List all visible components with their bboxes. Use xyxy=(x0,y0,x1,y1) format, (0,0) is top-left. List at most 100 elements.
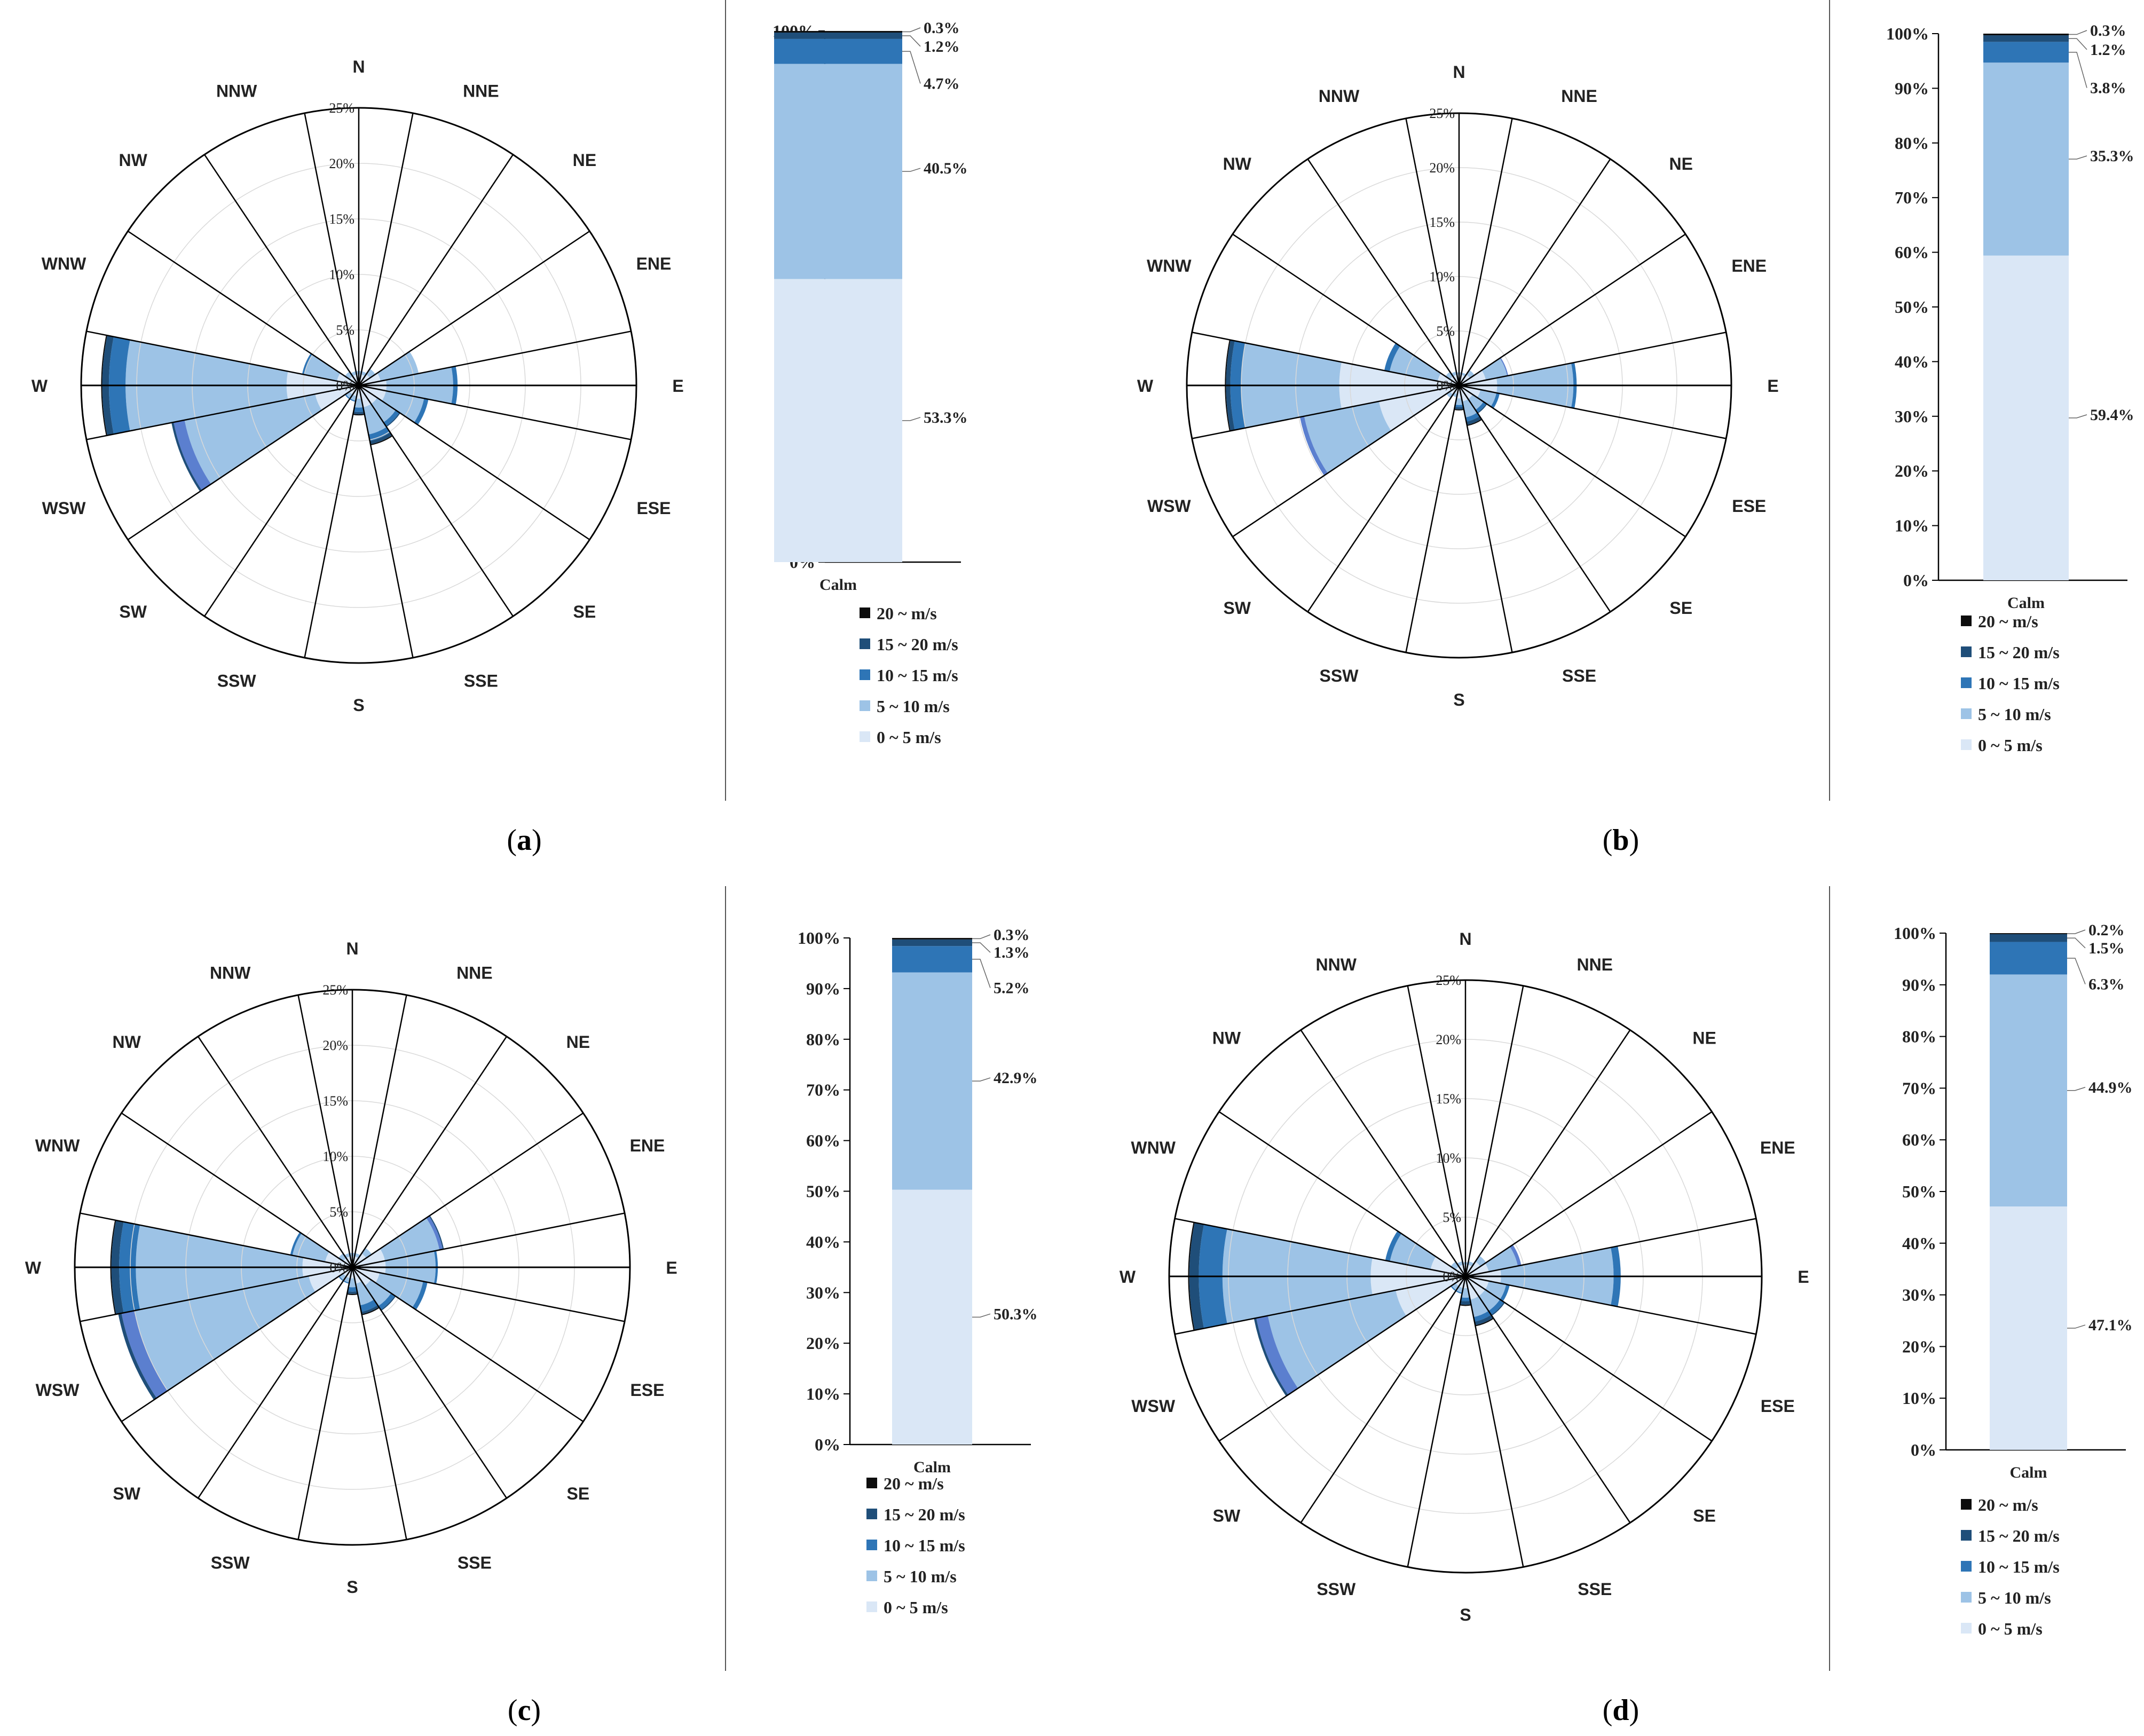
rose-sector-S-bin2 xyxy=(1460,1297,1471,1301)
rose-sector-SSE-bin4 xyxy=(361,1307,380,1315)
rose-sector-ENE-bin3 xyxy=(429,1215,444,1250)
rose-tick-label: 20% xyxy=(329,156,354,171)
rose-sector-WNW-bin1 xyxy=(1389,346,1441,382)
rose-spoke xyxy=(204,154,360,386)
rose-direction-labels: N NNE NE ENE E ESE SE SSE S SSW SW WSW W WNW NW NNW xyxy=(25,939,677,1597)
legend-swatch xyxy=(866,1509,877,1519)
panel-label-a: (a) xyxy=(507,824,541,857)
rose-sector-W-bin4 xyxy=(1225,340,1231,431)
direction-label-e: E xyxy=(1767,376,1778,396)
rose-spoke xyxy=(204,385,360,617)
rose-sector-ENE-bin1 xyxy=(1485,1246,1518,1272)
bar-segment-4 xyxy=(774,31,902,33)
direction-label-nnw: NNW xyxy=(1319,86,1360,106)
bar-segment-3 xyxy=(774,32,902,39)
legend-label: 15 ~ 20 m/s xyxy=(877,635,958,654)
rose-spoke xyxy=(1300,1276,1467,1524)
wind-rose: 0% 5% 10% 15% 20% 25% N NNE NE ENE E ESE SE SSE S SSW SW… xyxy=(31,57,684,715)
rose-sectors xyxy=(110,1215,444,1400)
direction-label-wnw: WNW xyxy=(42,254,86,273)
wind-rose: 0% 5% 10% 15% 20% 25% N NNE NE ENE E ESE SE SSE S SSW SW… xyxy=(1137,62,1779,709)
rose-spoke xyxy=(86,384,359,440)
rose-sector-W-bin4 xyxy=(1188,1222,1195,1331)
rose-spoke xyxy=(1232,233,1460,386)
rose-tick-label: 25% xyxy=(329,100,354,116)
bar-data-label: 1.3% xyxy=(994,944,1030,961)
rose-sector-S-bin3 xyxy=(1460,1300,1471,1305)
direction-label-ene: ENE xyxy=(630,1136,665,1155)
rose-tick-label: 0% xyxy=(329,1260,348,1275)
rose-spoke xyxy=(1192,384,1460,439)
bar-data-label: 0.3% xyxy=(924,19,960,37)
rose-spoke xyxy=(351,1267,507,1499)
rose-sector-S-bin0 xyxy=(356,385,361,399)
rose-spoke xyxy=(1458,159,1611,386)
bar-segment-0 xyxy=(892,1189,972,1445)
rose-tick-label: 15% xyxy=(322,1093,348,1109)
rose-spoke xyxy=(1459,233,1686,386)
rose-spoke xyxy=(1407,1276,1467,1567)
rose-sector-ENE-bin2 xyxy=(1510,1244,1522,1266)
panel-label-close: ) xyxy=(532,824,542,857)
rose-sector-SSE-bin3 xyxy=(1474,1314,1493,1325)
rose-sector-S-bin2 xyxy=(348,1287,357,1292)
rose-sector-SE-bin1 xyxy=(1468,394,1484,410)
legend-swatch xyxy=(1961,1592,1972,1603)
rose-sector-S-bin2 xyxy=(1455,405,1463,407)
direction-label-ne: NE xyxy=(1669,154,1693,173)
direction-label-nne: NNE xyxy=(1577,955,1613,974)
rose-spokes xyxy=(1169,980,1762,1567)
legend-label: 5 ~ 10 m/s xyxy=(1978,1588,2051,1607)
rose-sector-S-bin3 xyxy=(353,411,365,415)
legend-label: 5 ~ 10 m/s xyxy=(1978,705,2051,724)
panel-label-close: ) xyxy=(1629,824,1639,857)
bar-leader-line xyxy=(902,35,921,47)
panel-label-open: ( xyxy=(507,824,517,857)
bar-y-tick-label: 10% xyxy=(1895,516,1929,535)
rose-sector-WSW-bin2 xyxy=(1256,1315,1298,1395)
rose-spoke xyxy=(1464,1276,1631,1524)
direction-label-nnw: NNW xyxy=(216,82,257,101)
rose-sector-NW-bin0 xyxy=(1455,1266,1465,1276)
rose-sector-NE-bin0 xyxy=(352,1253,366,1267)
bar-y-tick-label: 50% xyxy=(1902,1182,1936,1201)
rose-spoke xyxy=(1175,1218,1466,1277)
rose-tick-label: 15% xyxy=(1429,215,1455,230)
rose-spoke xyxy=(297,995,353,1268)
rose-spoke xyxy=(358,231,590,386)
panel-label-c: (c) xyxy=(508,1694,541,1727)
rose-sector-WNW-bin2 xyxy=(1384,343,1400,372)
rose-spoke xyxy=(1307,385,1460,612)
rose-sector-SW-bin2 xyxy=(338,1276,344,1281)
rose-spoke xyxy=(80,1266,353,1322)
rose-sector-SSE-bin3 xyxy=(361,1305,379,1314)
rose-radial-ticks: 0% 5% 10% 15% 20% 25% xyxy=(329,100,354,393)
rose-spoke xyxy=(358,384,590,540)
rose-spoke xyxy=(351,1267,407,1540)
bar-y-tick-label: 10% xyxy=(806,1384,840,1403)
bar-leader-line xyxy=(2067,958,2086,984)
rose-tick-label: 20% xyxy=(322,1038,348,1053)
direction-label-ene: ENE xyxy=(1760,1138,1795,1157)
bar-leader-line xyxy=(972,934,991,940)
rose-sector-ESE-bin2 xyxy=(414,398,429,425)
rose-spoke xyxy=(352,1112,584,1268)
rose-spoke xyxy=(1459,384,1686,538)
rose-spokes xyxy=(75,990,630,1540)
bar-y-tick-label: 80% xyxy=(806,1030,840,1049)
rose-spoke xyxy=(1465,1218,1756,1277)
bar-data-label: 1.2% xyxy=(2090,41,2126,59)
bar-leader-line xyxy=(902,27,921,33)
bar-y-tick-label: 80% xyxy=(1902,1027,1936,1046)
rose-spoke xyxy=(1464,1276,1524,1567)
rose-sector-WSW-bin0 xyxy=(1378,385,1459,431)
bar-legend: 20 ~ m/s 15 ~ 20 m/s 10 ~ 15 m/s 5 ~ 10 m/s… xyxy=(860,604,958,747)
rose-sector-WSW-bin0 xyxy=(315,385,359,411)
bar-leader-line xyxy=(902,417,921,421)
rose-sector-WSW-bin1 xyxy=(1304,401,1391,474)
legend-swatch xyxy=(860,700,870,711)
bar-legend: 20 ~ m/s 15 ~ 20 m/s 10 ~ 15 m/s 5 ~ 10 m/s… xyxy=(866,1474,965,1617)
rose-spoke xyxy=(1407,985,1467,1277)
bar-y-tick-label: 20% xyxy=(806,1333,840,1353)
direction-label-wsw: WSW xyxy=(1147,496,1192,516)
